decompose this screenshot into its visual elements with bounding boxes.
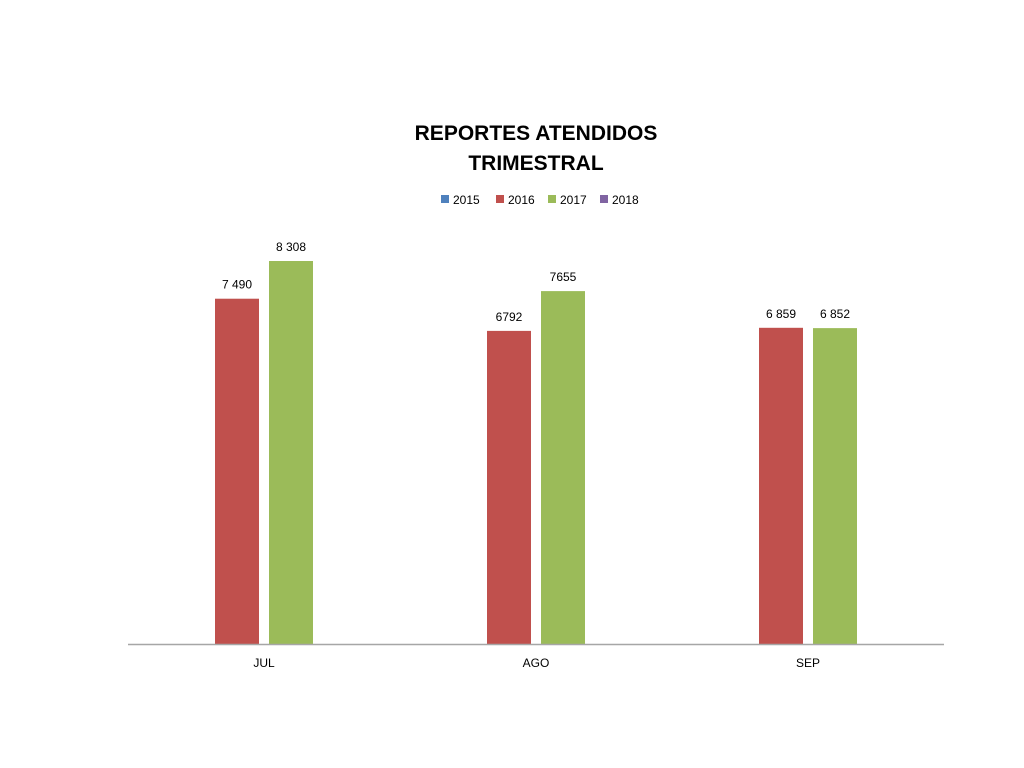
x-tick-label-sep: SEP [796, 656, 820, 670]
legend-label-2017: 2017 [560, 193, 587, 207]
chart-title-line-1: REPORTES ATENDIDOS [415, 122, 658, 145]
chart-title: REPORTES ATENDIDOS TRIMESTRAL [415, 122, 658, 175]
legend-label-2018: 2018 [612, 193, 639, 207]
bar-jul-2017 [269, 261, 313, 644]
chart-title-line-2: TRIMESTRAL [468, 152, 603, 175]
data-label-ago-2017: 7655 [550, 270, 577, 284]
data-label-jul-2017: 8 308 [276, 240, 306, 254]
bar-ago-2017 [541, 291, 585, 644]
data-label-jul-2016: 7 490 [222, 278, 252, 292]
data-label-ago-2016: 6792 [496, 310, 523, 324]
bars [215, 261, 857, 644]
bar-sep-2017 [813, 328, 857, 644]
data-label-sep-2017: 6 852 [820, 307, 850, 321]
bar-ago-2016 [487, 330, 531, 644]
bar-sep-2016 [759, 327, 803, 644]
x-tick-label-jul: JUL [253, 656, 275, 670]
data-label-sep-2016: 6 859 [766, 307, 796, 321]
legend-swatch-2017 [548, 195, 556, 203]
legend-swatch-2018 [600, 195, 608, 203]
x-axis: JUL AGO SEP [128, 643, 944, 670]
legend: 2015 2016 2017 2018 [441, 193, 639, 207]
legend-swatch-2016 [496, 195, 504, 203]
legend-swatch-2015 [441, 195, 449, 203]
data-labels: 7 490 8 308 6792 7655 6 859 6 852 [222, 240, 850, 324]
x-tick-label-ago: AGO [523, 656, 550, 670]
legend-label-2015: 2015 [453, 193, 480, 207]
bar-jul-2016 [215, 298, 259, 644]
legend-label-2016: 2016 [508, 193, 535, 207]
